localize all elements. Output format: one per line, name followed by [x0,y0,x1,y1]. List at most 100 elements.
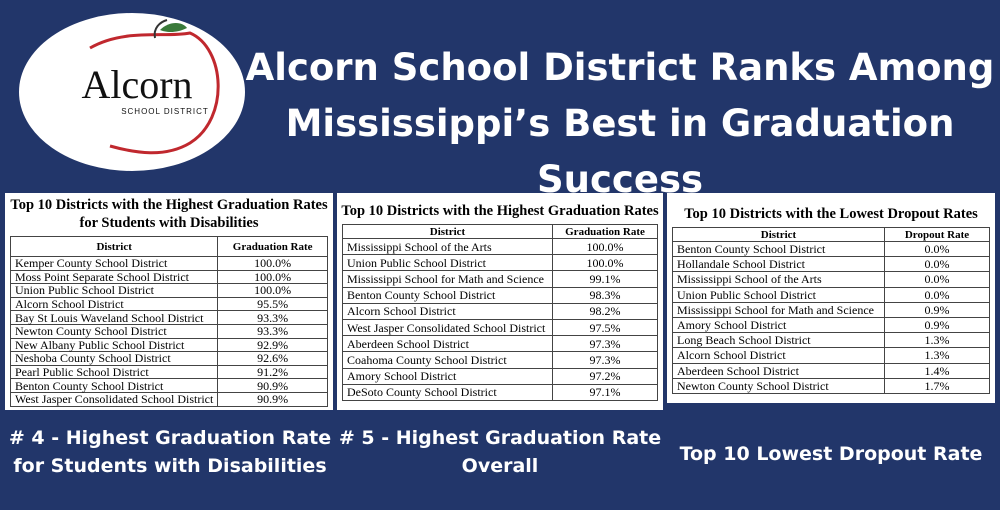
column-header: Graduation Rate [217,236,328,257]
rate-cell: 97.2% [552,367,658,385]
district-cell: New Albany Public School District [9,337,219,353]
rate-cell: 92.9% [217,337,328,353]
rate-cell: 0.0% [884,256,990,273]
table-row: Union Public School District 0.0% [672,286,990,303]
table-row: Bay St Louis Waveland School District 93.… [9,310,328,325]
rate-cell: 93.3% [217,323,328,339]
table-row: Pearl Public School District 91.2% [9,364,328,380]
rate-cell: 1.7% [884,377,990,394]
table-row: Benton County School District 90.9% [9,378,328,393]
table-title-line: Top 10 Districts with the Lowest Dropout… [684,206,978,222]
rate-cell: 93.3% [217,310,328,325]
table-row: Alcorn School District 98.2% [342,302,658,320]
header-row: District Dropout Rate [672,227,990,242]
district-cell: Aberdeen School District [672,362,885,379]
rate-cell: 90.9% [217,378,328,393]
rate-cell: 97.5% [552,318,658,337]
table-row: Union Public School District 100.0% [9,283,328,298]
rate-cell: 1.3% [884,347,990,364]
table-row: Benton County School District 98.3% [342,286,658,304]
table-row: Kemper County School District 100.0% [9,256,328,271]
caption: Top 10 Lowest Dropout Rate [667,440,995,468]
caption-line: Top 10 Lowest Dropout Rate [679,443,983,465]
district-cell: Moss Point Separate School District [9,269,219,285]
rate-cell: 97.1% [552,383,658,401]
table-title-line: Top 10 Districts with the Highest Gradua… [10,197,328,213]
caption-line: for Students with Disabilities [13,455,327,477]
table-row: Benton County School District 0.0% [672,240,990,258]
district-cell: DeSoto County School District [342,383,553,401]
district-cell: Mississippi School of the Arts [342,237,553,256]
logo-subtitle: SCHOOL DISTRICT [121,107,209,116]
table-row: Moss Point Separate School District 100.0… [9,269,328,285]
rate-cell: 0.0% [884,271,990,288]
header-row: District Graduation Rate [9,236,328,257]
district-cell: Neshoba County School District [9,351,219,366]
district-cell: Hollandale School District [672,256,885,273]
table-row: Amory School District 0.9% [672,316,990,334]
district-cell: Alcorn School District [9,296,219,312]
table-card: Top 10 Districts with the Highest Gradua… [337,193,663,410]
rate-cell: 0.0% [884,286,990,303]
district-cell: Benton County School District [9,378,219,393]
logo-name: Alcorn [81,62,192,107]
column-header: District [342,224,553,239]
district-cell: Amory School District [672,316,885,334]
table-row: Long Beach School District 1.3% [672,332,990,349]
column-header: District [672,227,885,242]
rate-cell: 98.3% [552,286,658,304]
table-title: Top 10 Districts with the Highest Gradua… [337,193,663,220]
table-title: Top 10 Districts with the Highest Gradua… [5,193,333,232]
rate-cell: 90.9% [217,391,328,407]
headline-line: Mississippi’s Best in Graduation Success [285,102,955,201]
table: District Graduation Rate Mississippi Schoo… [342,224,658,401]
rate-cell: 92.6% [217,351,328,366]
table-row: Newton County School District 93.3% [9,323,328,339]
rate-cell: 100.0% [552,237,658,256]
table-card: Top 10 Districts with the Highest Gradua… [5,193,333,410]
rate-cell: 99.1% [552,270,658,288]
rate-cell: 100.0% [552,254,658,272]
district-cell: Pearl Public School District [9,364,219,380]
table-row: Mississippi School for Math and Science 0… [672,301,990,318]
rate-cell: 95.5% [217,296,328,312]
district-cell: Alcorn School District [342,302,553,320]
rate-cell: 100.0% [217,283,328,298]
district-cell: Alcorn School District [672,347,885,364]
rate-cell: 97.3% [552,351,658,369]
table: District Dropout Rate Benton County School… [672,227,990,394]
caption: # 4 - Highest Graduation Rate for Student… [5,424,335,480]
column-header: District [9,236,219,257]
table-row: Mississippi School of the Arts 100.0% [342,237,658,256]
rate-cell: 0.9% [884,316,990,334]
rate-cell: 97.3% [552,335,658,353]
table-row: Aberdeen School District 1.4% [672,362,990,379]
district-cell: Long Beach School District [672,332,885,349]
rate-cell: 98.2% [552,302,658,320]
rate-cell: 100.0% [217,256,328,271]
table-row: Coahoma County School District 97.3% [342,351,658,369]
table-row: Mississippi School of the Arts 0.0% [672,271,990,288]
rate-cell: 0.0% [884,240,990,258]
logo: Alcorn SCHOOL DISTRICT [17,11,247,173]
headline: Alcorn School District Ranks Among Missi… [245,40,995,208]
table: District Graduation Rate Kemper County Sch… [9,236,328,407]
table-row: Newton County School District 1.7% [672,377,990,394]
table-card: Top 10 Districts with the Lowest Dropout… [667,193,995,403]
column-header: Dropout Rate [884,227,990,242]
district-cell: Mississippi School for Math and Science [342,270,553,288]
table-row: West Jasper Consolidated School District… [342,318,658,337]
district-cell: West Jasper Consolidated School District [342,318,553,337]
table-row: Hollandale School District 0.0% [672,256,990,273]
caption-line: # 5 - Highest Graduation Rate [338,427,662,449]
district-cell: Kemper County School District [9,256,219,271]
table-row: West Jasper Consolidated School District… [9,391,328,407]
district-cell: Newton County School District [9,323,219,339]
table-row: Aberdeen School District 97.3% [342,335,658,353]
rate-cell: 0.9% [884,301,990,318]
table-row: DeSoto County School District 97.1% [342,383,658,401]
district-cell: Coahoma County School District [342,351,553,369]
district-cell: Aberdeen School District [342,335,553,353]
table-row: Alcorn School District 95.5% [9,296,328,312]
